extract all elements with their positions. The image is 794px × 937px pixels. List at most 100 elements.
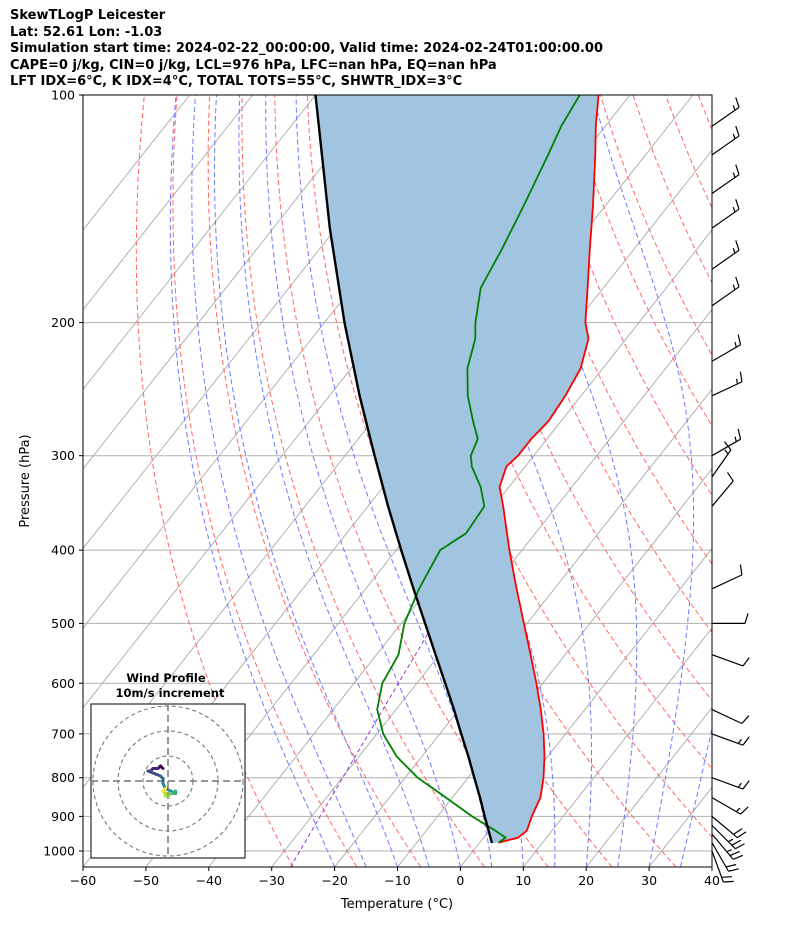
barb-full [739, 564, 743, 575]
barb-full [737, 428, 742, 440]
chart-title: SkewTLogP Leicester [10, 8, 166, 23]
barb-half [737, 738, 742, 744]
wind-barb [711, 97, 740, 127]
barb-staff [711, 208, 740, 229]
x-tick-label: 40 [704, 873, 720, 888]
moist-adiabat [711, 864, 712, 867]
barb-staff [711, 842, 730, 872]
barb-staff [711, 709, 743, 725]
barb-full [735, 125, 740, 137]
y-tick-label: 1000 [43, 843, 75, 858]
barb-full [733, 828, 743, 835]
moist-adiabat [680, 726, 712, 867]
x-tick-label: −40 [196, 873, 222, 888]
barb-half [727, 838, 734, 843]
dry-adiabat [469, 95, 712, 633]
hodograph-inset [90, 703, 246, 859]
wind-barb [711, 276, 740, 307]
y-tick-label: 700 [51, 726, 75, 741]
dry-adiabat [600, 95, 712, 357]
isotherm [83, 95, 316, 391]
y-tick-label: 500 [51, 616, 75, 631]
barb-staff [711, 480, 734, 507]
dry-adiabat [697, 95, 712, 131]
isotherm [585, 707, 712, 867]
barb-staff [711, 733, 744, 746]
barb-half [732, 172, 736, 178]
isotherm [83, 95, 379, 470]
x-tick-label: −30 [259, 873, 285, 888]
isotherm [460, 547, 712, 867]
dewpoint-line [376, 95, 581, 844]
barb-full [735, 164, 740, 175]
barb-half [735, 807, 741, 813]
barb-staff [711, 574, 743, 590]
barb-staff [711, 106, 740, 127]
wind-barb [711, 240, 740, 270]
isotherm [83, 95, 253, 311]
dry-adiabat [763, 95, 794, 867]
barb-full [721, 876, 733, 878]
barb-full [742, 736, 750, 746]
profile-lines [314, 95, 600, 844]
barb-full [742, 657, 750, 667]
barb-half [724, 449, 729, 455]
stability-parameters-line: CAPE=0 j/kg, CIN=0 j/kg, LCL=976 hPa, LF… [10, 57, 497, 73]
wind-barb [711, 850, 734, 883]
isotherm [522, 627, 712, 867]
wind-barbs [711, 97, 750, 883]
barb-staff [711, 824, 736, 850]
wind-barb [711, 428, 742, 457]
wind-barb [711, 371, 743, 397]
wind-barb [711, 164, 740, 195]
barb-full [735, 276, 740, 287]
barb-full [728, 868, 739, 872]
isotherm [271, 308, 712, 867]
cape-shading [315, 95, 599, 843]
stability-indices-line: LFT IDX=6°C, K IDX=4°C, TOTAL TOTS=55°C,… [10, 74, 463, 89]
barb-full [735, 843, 745, 850]
barb-full [739, 371, 743, 382]
y-tick-label: 200 [51, 315, 75, 330]
x-tick-label: −10 [384, 873, 410, 888]
barb-half [732, 284, 736, 290]
barb-staff [711, 654, 744, 667]
wind-barb [711, 777, 750, 790]
inset-title: Wind Profile [126, 671, 206, 685]
x-tick-label: 0 [456, 873, 464, 888]
inset-subtitle: 10m/s increment [116, 686, 225, 700]
wind-barb [711, 833, 744, 860]
simulation-time-line: Simulation start time: 2024-02-22_00:00:… [10, 41, 603, 56]
y-tick-label: 600 [51, 676, 75, 691]
wind-barb [711, 842, 739, 872]
barb-half [726, 849, 732, 853]
barb-full [735, 199, 740, 210]
barb-half [732, 133, 736, 139]
barb-full [732, 854, 744, 860]
barb-half [732, 248, 736, 254]
isotherm [83, 95, 191, 231]
barb-full [723, 441, 732, 451]
barb-full [735, 97, 740, 108]
barb-staff [711, 249, 740, 270]
wind-barb [711, 441, 732, 478]
wind-barb [711, 815, 747, 839]
wind-barb [711, 709, 750, 725]
cape-cin-shading [315, 95, 599, 843]
barb-staff [711, 833, 734, 860]
y-tick-label: 300 [51, 448, 75, 463]
isotherm [334, 388, 712, 867]
barb-staff [711, 777, 744, 790]
x-tick-label: −20 [321, 873, 347, 888]
wind-barb [711, 824, 745, 850]
barb-half [734, 342, 737, 348]
barb-half [732, 206, 736, 213]
barb-staff [711, 174, 740, 195]
wind-barb [711, 654, 750, 667]
barb-full [736, 831, 747, 839]
barb-full [744, 613, 749, 624]
barb-full [726, 471, 734, 482]
y-tick-label: 400 [51, 543, 75, 558]
barb-staff [711, 850, 724, 883]
